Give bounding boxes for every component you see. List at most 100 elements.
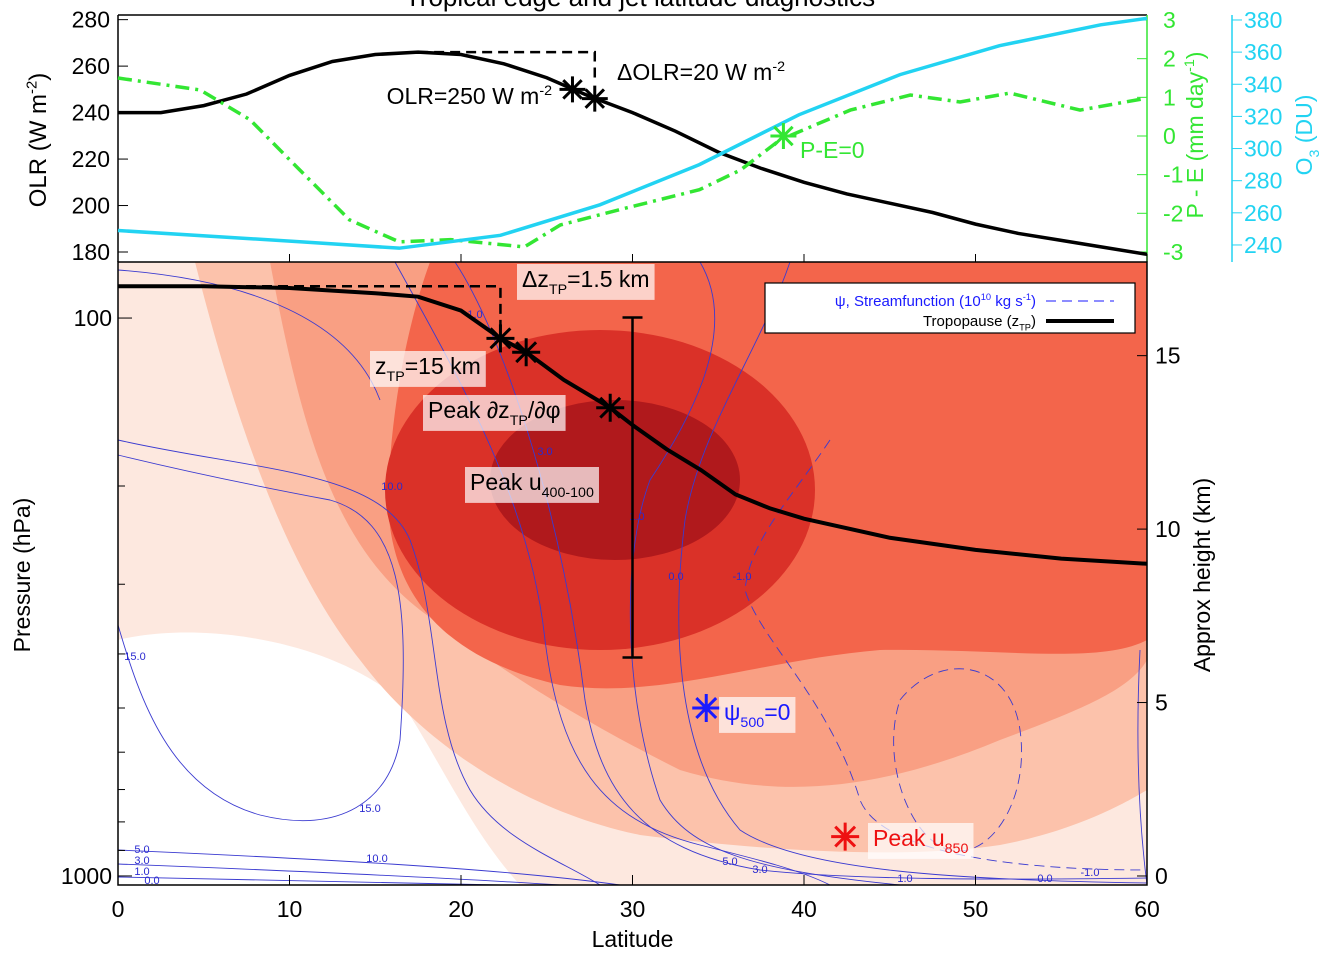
legend-label: Tropopause (zTP) (923, 313, 1036, 333)
superscript: -2 (24, 81, 40, 94)
y2-tick-label: 15 (1155, 343, 1181, 369)
y-tick-label: 100 (74, 305, 112, 331)
y2-axis-label: P - E (mm day-1) (1182, 52, 1208, 219)
marker (596, 393, 625, 422)
text-part: ) (1182, 52, 1208, 60)
text-part: Tropopause (z (923, 313, 1019, 330)
marker (581, 85, 608, 112)
legend-box (764, 282, 1136, 334)
contour-label: 5.0 (722, 856, 737, 868)
y3-tick-label: 260 (1244, 200, 1282, 226)
y-tick-label: 240 (72, 100, 110, 126)
subscript: TP (510, 413, 528, 429)
text-part: =0 (764, 699, 790, 725)
annotation: ΔzTP=1.5 km (522, 266, 650, 298)
annotation-box (423, 395, 566, 431)
legend-label: ψ, Streamfunction (1010 kg s-1) (835, 292, 1036, 310)
contour-label: 0.0 (144, 875, 159, 887)
text-part: /∂φ (528, 397, 561, 423)
annotation: P-E=0 (800, 137, 865, 163)
text-part: OLR (W m (25, 94, 52, 207)
marker (559, 76, 586, 103)
streamfunction-contours (117, 261, 1148, 886)
line-series (118, 284, 1148, 566)
text-part: =15 km (405, 353, 481, 379)
y-tick-label: 280 (72, 7, 110, 33)
text-part: P - E (mm day (1182, 71, 1208, 218)
contour-label: 15.0 (124, 651, 145, 663)
y3-tick-label: 300 (1244, 136, 1282, 162)
contour-line (629, 261, 901, 886)
y3-tick-label: 340 (1244, 71, 1282, 97)
x-tick-label: 30 (620, 896, 646, 922)
y2-tick-label: 0 (1163, 123, 1176, 149)
annotation: Peak u400-100 (470, 469, 594, 501)
annotation-box (719, 697, 796, 733)
contour-label: 10.0 (381, 481, 402, 493)
text-part: Peak ∂z (428, 397, 510, 423)
x-axis-label: Latitude (592, 926, 674, 952)
superscript: -2 (539, 83, 552, 99)
y3-tick-label: 240 (1244, 232, 1282, 258)
subscript: TP (387, 369, 405, 385)
text-part: ) (1031, 293, 1036, 310)
text-part: ΔOLR=20 W m (617, 59, 772, 85)
marker (486, 324, 515, 353)
contour-label: -1.0 (733, 571, 752, 583)
y-axis-label: Pressure (hPa) (9, 498, 35, 653)
subscript: 3 (1307, 149, 1323, 157)
y2-tick-label: 1 (1163, 84, 1176, 110)
subscript: TP (1019, 323, 1031, 333)
text-part: Δz (522, 266, 549, 292)
text-part: Peak u (470, 469, 542, 495)
x-tick-label: 0 (112, 896, 125, 922)
subscript: 400-100 (542, 485, 594, 501)
reference-line (418, 50, 597, 80)
contour-label: 0.0 (668, 571, 683, 583)
y-tick-label: 220 (72, 146, 110, 172)
y2-tick-label: -3 (1163, 239, 1183, 265)
text-part: ) (1031, 313, 1036, 330)
marker (512, 338, 541, 367)
contour-label: 3.0 (134, 855, 149, 867)
contour-line (117, 269, 381, 401)
contour-label: 10.0 (366, 853, 387, 865)
reference-line (118, 285, 502, 339)
contour-fill (118, 632, 520, 885)
y-tick-label: 180 (72, 239, 110, 265)
subscript: TP (549, 282, 567, 298)
annotation: ψ500=0 (724, 699, 790, 731)
contour-label: 3.0 (537, 446, 552, 458)
line-series (117, 76, 1148, 249)
y2-tick-label: 0 (1155, 863, 1168, 889)
text-part: (DU) (1291, 95, 1317, 150)
annotation: OLR=250 W m-2 (387, 83, 552, 109)
y-tick-label: 260 (72, 53, 110, 79)
y2-tick-label: -2 (1163, 200, 1183, 226)
annotation: zTP=15 km (375, 353, 481, 385)
annotation: ΔOLR=20 W m-2 (617, 59, 785, 85)
contour-label: 0.0 (1037, 873, 1052, 885)
contour-label: 3.0 (752, 864, 767, 876)
annotation-box (370, 351, 486, 387)
contour-line (117, 876, 501, 886)
text-part: kg s (991, 293, 1023, 310)
text-part: P-E=0 (800, 137, 865, 163)
contour-line (117, 439, 601, 886)
y2-tick-label: 3 (1163, 7, 1176, 33)
contour-line (117, 454, 404, 822)
text-part: ψ, Streamfunction (10 (835, 293, 981, 310)
text-part: O (1291, 157, 1317, 175)
contour-label: 1.0 (134, 866, 149, 878)
annotation: Peak u850 (873, 825, 968, 857)
range-bar (622, 316, 643, 659)
contour-label: 1.0 (897, 873, 912, 885)
y2-tick-label: 5 (1155, 690, 1168, 716)
contour-line (1137, 649, 1148, 886)
contour-line (117, 863, 561, 886)
annotation: Peak ∂zTP/∂φ (428, 397, 561, 429)
superscript: -2 (772, 59, 785, 75)
y3-tick-label: 280 (1244, 168, 1282, 194)
y2-axis-label: Approx height (km) (1189, 478, 1215, 672)
